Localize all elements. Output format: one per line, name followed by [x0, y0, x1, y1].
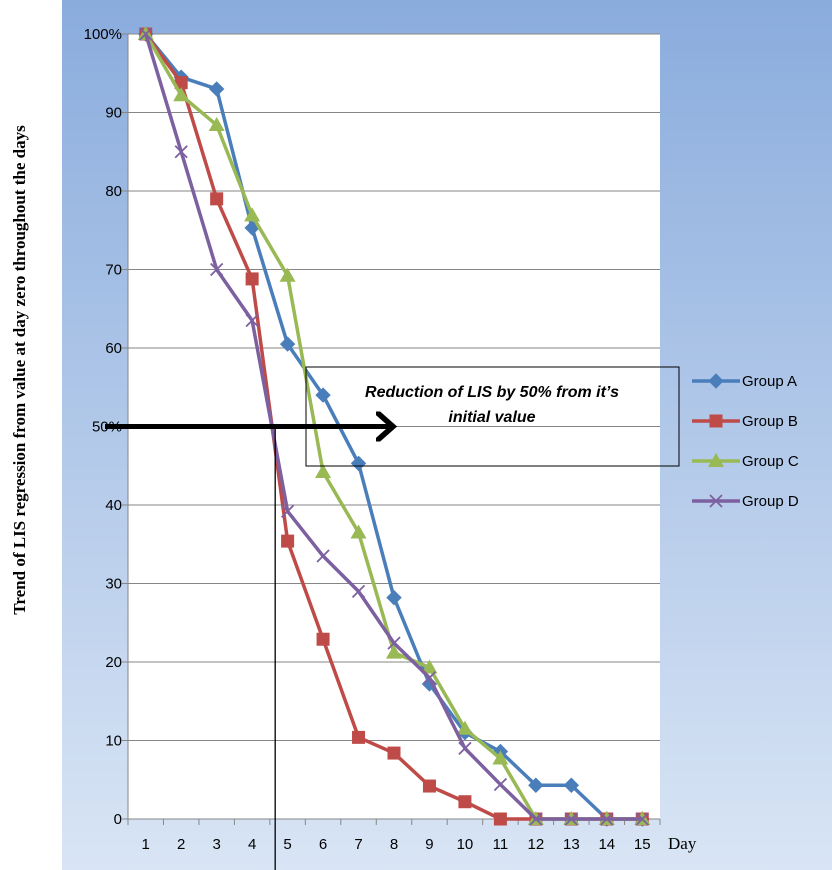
data-point	[492, 750, 509, 765]
data-point	[386, 589, 402, 606]
y-axis-title: Trend of LIS regression from value at da…	[10, 125, 29, 615]
legend-entry-group-c: Group C	[692, 453, 799, 470]
series-layer	[137, 26, 651, 827]
y-tick-label: 10	[105, 733, 122, 750]
data-point	[245, 313, 259, 328]
x-tick-label: 3	[212, 836, 220, 853]
data-point	[139, 27, 153, 41]
legend-entry-group-d: Group D	[692, 493, 799, 510]
data-point	[386, 644, 402, 659]
data-point	[351, 584, 366, 598]
x-tick-label: 11	[493, 836, 509, 853]
data-point	[174, 76, 188, 90]
series-group-d	[139, 27, 649, 826]
legend-entry-group-b: Group B	[692, 413, 798, 430]
data-point	[564, 812, 578, 826]
data-point	[245, 272, 259, 286]
y-tick-label: 30	[105, 576, 122, 593]
data-point	[316, 549, 330, 563]
y-tick-label: 90	[105, 105, 122, 122]
annotation-text: initial value	[448, 409, 535, 426]
x-tick-label: 5	[283, 836, 291, 853]
data-point	[210, 262, 224, 277]
data-point	[422, 671, 437, 685]
x-tick-label: 9	[425, 836, 433, 853]
data-point	[456, 720, 473, 735]
data-point	[600, 812, 614, 826]
annotation: Reduction of LIS by 50% from it’s initial…	[105, 366, 680, 870]
data-point	[279, 267, 296, 282]
data-point	[635, 812, 649, 826]
legend-label: Group B	[742, 413, 798, 430]
annotation-text: Reduction of LIS by 50% from it’s	[365, 384, 619, 401]
data-point	[458, 795, 472, 809]
data-point	[315, 387, 331, 403]
data-point	[208, 117, 225, 132]
y-tick-label: 60	[105, 340, 122, 357]
data-point	[563, 777, 580, 793]
data-point	[174, 145, 188, 159]
x-tick-label: 10	[457, 836, 474, 853]
data-point	[279, 336, 296, 352]
y-tick-label: 100%	[84, 26, 122, 43]
legend-entry-group-a: Group A	[692, 373, 797, 390]
x-axis-ticks: 1 2 3 4 5 6 7 8 9 10 11 12 13 14 15 Day	[127, 819, 697, 853]
data-point	[173, 87, 190, 102]
data-point	[529, 812, 543, 826]
x-tick-label: 6	[319, 836, 327, 853]
legend-label: Group C	[742, 453, 799, 470]
legend-marker	[709, 494, 723, 508]
x-tick-label: 1	[142, 836, 150, 853]
legend-marker	[708, 453, 724, 467]
legend-label: Group A	[742, 373, 797, 390]
legend-label: Group D	[742, 493, 799, 510]
y-tick-label: 80	[105, 183, 122, 200]
data-point	[350, 524, 367, 539]
data-point	[421, 659, 438, 674]
x-tick-label: 13	[563, 836, 580, 853]
y-tick-label: 70	[105, 262, 122, 279]
data-point	[316, 632, 330, 646]
legend: Group A Group B Group C Group D	[692, 373, 799, 510]
x-tick-label: 8	[390, 836, 398, 853]
x-tick-label: 2	[177, 836, 185, 853]
data-point	[315, 464, 332, 479]
data-point	[387, 746, 401, 760]
data-point	[493, 812, 507, 826]
x-tick-label: 7	[354, 836, 362, 853]
data-point	[280, 504, 295, 518]
y-tick-label: 20	[105, 654, 122, 671]
x-tick-label: 14	[598, 836, 615, 853]
x-tick-label: 4	[248, 836, 256, 853]
y-tick-label: 0	[114, 811, 122, 828]
data-point	[208, 81, 225, 97]
data-point	[387, 636, 401, 650]
data-point	[458, 741, 472, 755]
data-point	[281, 534, 295, 548]
data-point	[350, 455, 367, 472]
legend-marker	[708, 373, 724, 389]
data-point	[244, 207, 261, 222]
annotation-box	[305, 366, 680, 467]
legend-marker	[709, 414, 723, 428]
x-tick-label: 12	[528, 836, 545, 853]
data-point	[528, 777, 544, 793]
x-axis-title: Day	[668, 834, 697, 853]
data-point	[352, 730, 366, 744]
data-point	[493, 777, 508, 792]
data-point	[422, 779, 436, 793]
data-point	[210, 192, 224, 206]
y-tick-label: 40	[105, 497, 122, 514]
x-tick-label: 15	[634, 836, 651, 853]
